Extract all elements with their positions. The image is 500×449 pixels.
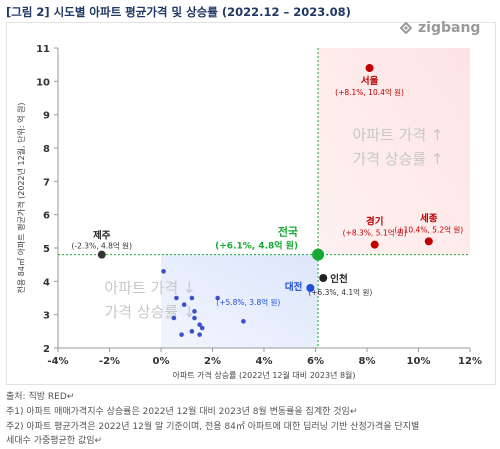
x-tick-label: 6% (307, 356, 324, 367)
labeled-point-marker (424, 237, 433, 246)
point-detail-label: (+5.8%, 3.8억 원) (216, 298, 280, 307)
y-tick-label: 2 (43, 344, 50, 355)
scatter-point (181, 302, 187, 307)
scatter-point (197, 332, 202, 337)
point-detail-label: (-2.3%, 4.8억 원) (72, 242, 133, 251)
x-tick-label: 8% (359, 356, 376, 367)
point-detail-label: (+8.1%, 10.4억 원) (335, 88, 404, 97)
x-axis-label: 아파트 가격 상승률 (2022년 12월 대비 2023년 8월) (172, 370, 355, 380)
scatter-point (199, 325, 205, 331)
low-quadrant-area (161, 254, 319, 348)
labeled-point-marker (365, 64, 374, 72)
quadrant-label-low: 아파트 가격 ↓ (104, 279, 195, 297)
x-tick-label: 10% (407, 356, 431, 367)
x-tick-label: -4% (47, 356, 68, 367)
y-tick-label: 10 (36, 77, 50, 88)
point-name-label: 경기 (366, 216, 383, 228)
source-note: 출처: 직방 RED↵ (6, 392, 75, 402)
chart-title: [그림 2] 시도별 아파트 평균가격 및 상승률 (2022.12 – 202… (6, 5, 351, 19)
point-detail-label: (+10.4%, 5.2억 원) (394, 225, 463, 234)
point-name-label: 대전 (285, 281, 302, 293)
scatter-point (161, 269, 166, 274)
quadrant-label-high: 가격 상승률 ↑ (352, 150, 443, 168)
quadrant-label-high: 아파트 가격 ↑ (352, 126, 443, 144)
chart-frame (6, 22, 496, 385)
labeled-point-marker (319, 274, 328, 282)
x-tick-label: 4% (256, 356, 273, 367)
y-tick-label: 5 (43, 244, 50, 255)
scatter-point (241, 319, 246, 324)
point-name-label: 인천 (330, 274, 347, 285)
point-name-label: 전국 (278, 225, 298, 239)
point-detail-label: (+6.3%, 4.1억 원) (308, 288, 372, 297)
labeled-point-marker (306, 284, 315, 292)
labeled-point-marker (312, 248, 325, 261)
point-detail-label: (+6.1%, 4.8억 원) (215, 240, 298, 252)
scatter-point (189, 329, 195, 334)
footnote-2-cont: 세대수 가중평균한 값임↵ (6, 436, 103, 446)
scatter-point (179, 332, 184, 337)
point-name-label: 제주 (93, 230, 111, 242)
scatter-point (192, 309, 197, 314)
logo-text: zigbang (418, 20, 481, 36)
x-tick-label: -2% (99, 356, 120, 367)
zigbang-logo: zigbang (398, 20, 480, 36)
y-tick-label: 8 (43, 144, 50, 155)
point-name-label: 서울 (361, 75, 379, 87)
point-detail-label: (+8.3%, 5.1억 원) (343, 229, 407, 238)
scatter-point (171, 315, 177, 321)
scatter-point (192, 315, 197, 321)
point-name-label: 세종 (420, 212, 438, 224)
y-tick-label: 7 (43, 177, 50, 188)
y-tick-label: 9 (43, 111, 50, 122)
footnote-2: 주2) 아파트 평균가격은 2022년 12월 말 기준이며, 전용 84㎡ 아… (6, 422, 420, 432)
high-quadrant-area (318, 48, 470, 255)
labeled-point-marker (97, 250, 106, 259)
y-tick-label: 3 (43, 311, 50, 322)
zigbang-logo-icon (399, 21, 413, 35)
y-tick-label: 4 (43, 277, 50, 288)
scatter-point (189, 295, 195, 301)
quadrant-label-low: 가격 상승률 ↓ (104, 303, 195, 321)
y-tick-label: 6 (43, 211, 50, 222)
footnote-1: 주1) 아파트 매매가격지수 상승률은 2022년 12월 대비 2023년 8… (6, 407, 358, 417)
scatter-point (215, 295, 220, 301)
x-tick-label: 0% (153, 356, 170, 367)
y-tick-label: 11 (36, 44, 50, 55)
labeled-point-marker (370, 240, 379, 249)
y-axis-label: 전용 84㎡ 아파트 평균가격 (2022년 12월, 단위: 억 원) (16, 103, 26, 294)
scatter-point (197, 322, 202, 327)
x-tick-label: 2% (204, 356, 221, 367)
scatter-point (174, 295, 179, 301)
x-tick-label: 12% (458, 356, 482, 367)
